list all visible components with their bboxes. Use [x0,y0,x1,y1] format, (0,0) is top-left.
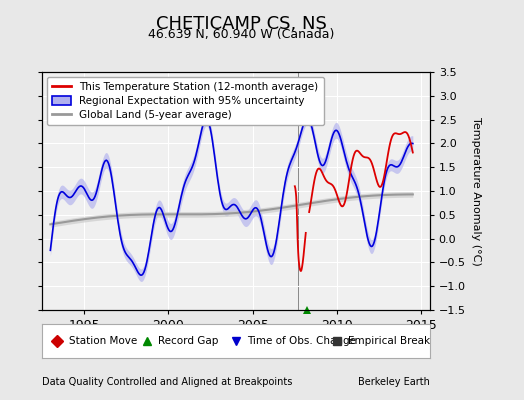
Text: Empirical Break: Empirical Break [348,336,430,346]
Text: Station Move: Station Move [69,336,137,346]
Y-axis label: Temperature Anomaly (°C): Temperature Anomaly (°C) [471,117,481,265]
Text: Time of Obs. Change: Time of Obs. Change [247,336,356,346]
Text: Record Gap: Record Gap [158,336,219,346]
Text: Data Quality Controlled and Aligned at Breakpoints: Data Quality Controlled and Aligned at B… [42,377,292,387]
Text: CHETICAMP CS, NS: CHETICAMP CS, NS [156,15,326,33]
Text: Berkeley Earth: Berkeley Earth [358,377,430,387]
Legend: This Temperature Station (12-month average), Regional Expectation with 95% uncer: This Temperature Station (12-month avera… [47,77,324,125]
Text: 46.639 N, 60.940 W (Canada): 46.639 N, 60.940 W (Canada) [148,28,334,41]
